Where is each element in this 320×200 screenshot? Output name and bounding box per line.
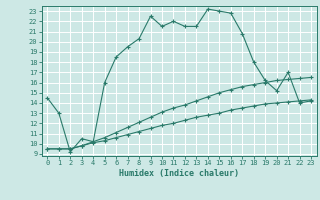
X-axis label: Humidex (Indice chaleur): Humidex (Indice chaleur) (119, 169, 239, 178)
